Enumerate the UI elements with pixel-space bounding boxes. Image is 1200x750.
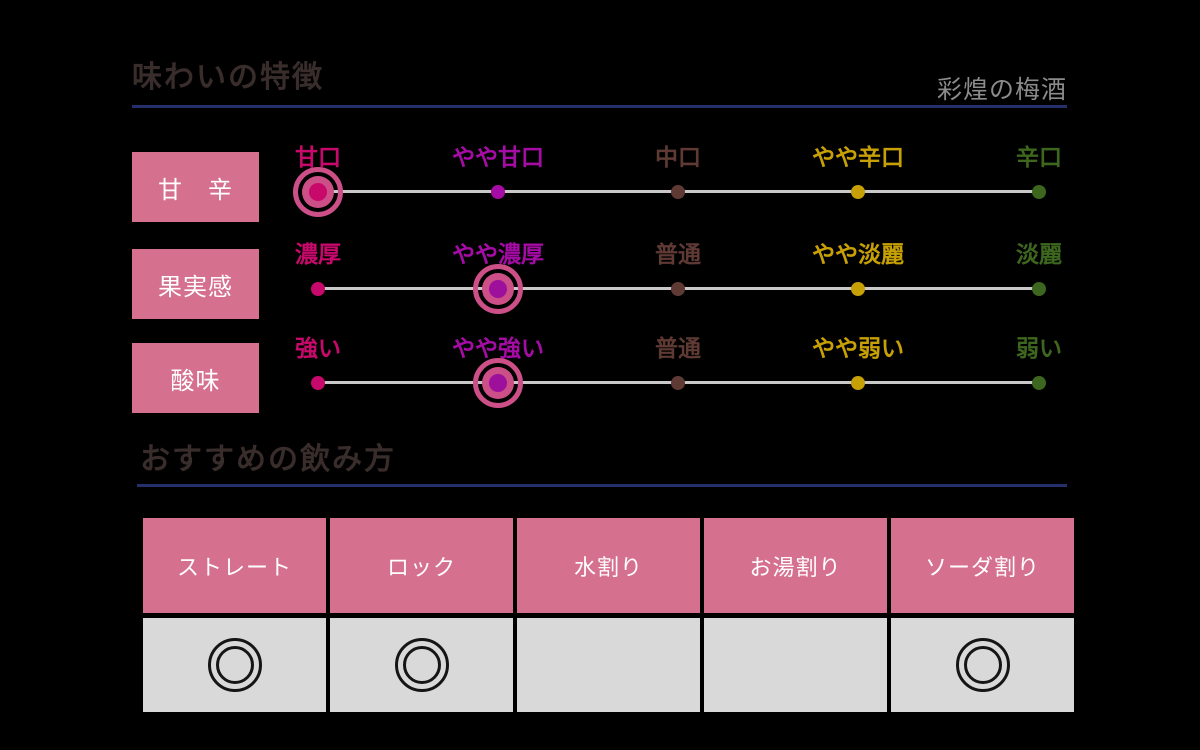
scale-label: 弱い	[1016, 335, 1062, 361]
scale-label: 中口	[655, 144, 701, 170]
scale-dot-icon	[851, 282, 865, 296]
scale-label: 普通	[655, 241, 701, 267]
drinking-styles-table: ストレート ロック 水割り お湯割り ソーダ割り	[143, 518, 1074, 712]
scale-dot-icon	[1032, 282, 1046, 296]
table-header-rock: ロック	[330, 518, 513, 613]
flavor-section-title: 味わいの特徴	[132, 60, 324, 95]
table-header-sodawari: ソーダ割り	[891, 518, 1074, 613]
scale-dot-icon	[851, 185, 865, 199]
scale-label: 強い	[295, 335, 341, 361]
recommended-double-circle-icon	[394, 638, 449, 692]
marker-outer-ring	[293, 167, 343, 217]
scale-label: やや淡麗	[812, 241, 904, 267]
scale-dot-icon	[851, 376, 865, 390]
marker-outer-ring	[473, 358, 523, 408]
scale-dot-icon	[671, 185, 685, 199]
marker-center-dot	[489, 374, 507, 392]
category-label: 酸味	[170, 367, 221, 395]
scale-label: やや甘口	[452, 144, 544, 170]
table-header-oyuwari: お湯割り	[704, 518, 887, 613]
recommended-double-circle-icon	[207, 638, 262, 692]
category-box-amakara: 甘 辛	[132, 152, 259, 222]
category-label: 甘 辛	[158, 176, 233, 204]
marker-center-dot	[309, 183, 327, 201]
table-cell-rock	[330, 618, 513, 712]
category-label: 果実感	[158, 273, 233, 301]
drinking-section-title: おすすめの飲み方	[140, 442, 396, 477]
scale-label: 濃厚	[295, 241, 341, 267]
marker-center-dot	[489, 280, 507, 298]
scale-dot-icon	[1032, 376, 1046, 390]
scale-label: 辛口	[1016, 144, 1062, 170]
scale-label: 甘口	[295, 144, 341, 170]
scale-label: 淡麗	[1016, 241, 1062, 267]
scale-label: やや強い	[452, 335, 544, 361]
table-header-mizuwari: 水割り	[517, 518, 700, 613]
scale-dot-icon	[311, 282, 325, 296]
product-name: 彩煌の梅酒	[936, 76, 1067, 104]
recommended-double-circle-icon	[955, 638, 1010, 692]
scale-dot-icon	[671, 376, 685, 390]
drinking-section-divider	[137, 484, 1067, 487]
scale-label: やや濃厚	[452, 241, 544, 267]
scale-dot-icon	[1032, 185, 1046, 199]
category-box-sanmi: 酸味	[132, 343, 259, 413]
flavor-section-divider	[132, 105, 1067, 108]
scale-label: やや弱い	[812, 335, 904, 361]
scale-dot-icon	[671, 282, 685, 296]
table-cell-mizuwari	[517, 618, 700, 712]
scale-dot-icon	[491, 185, 505, 199]
table-header-straight: ストレート	[143, 518, 326, 613]
marker-outer-ring	[473, 264, 523, 314]
table-cell-oyuwari	[704, 618, 887, 712]
table-cell-straight	[143, 618, 326, 712]
scale-label: 普通	[655, 335, 701, 361]
scale-label: やや辛口	[812, 144, 904, 170]
scale-dot-icon	[311, 376, 325, 390]
table-cell-sodawari	[891, 618, 1074, 712]
category-box-kajitsukan: 果実感	[132, 249, 259, 319]
